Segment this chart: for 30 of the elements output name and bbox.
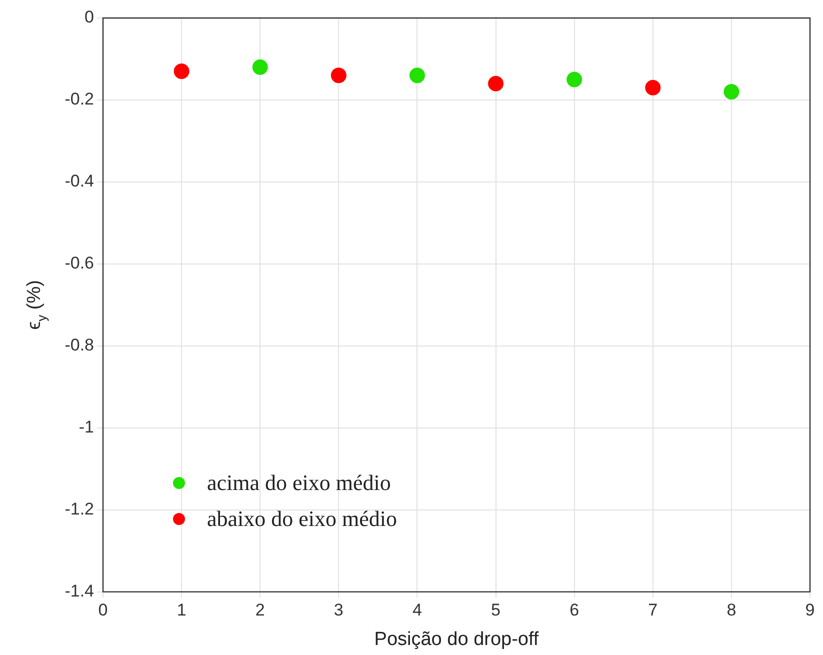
legend-label: abaixo do eixo médio (207, 506, 398, 532)
point (409, 68, 425, 84)
y-tick-label: -1.2 (64, 500, 94, 519)
point (566, 72, 582, 88)
x-tick-label: 4 (412, 600, 422, 620)
point (174, 64, 190, 80)
point (488, 76, 504, 92)
point (252, 59, 268, 75)
x-tick-label: 8 (726, 600, 736, 620)
x-tick-label: 0 (98, 600, 108, 620)
point (330, 68, 346, 84)
y-tick-label: -0.8 (64, 336, 94, 355)
x-tick-label: 6 (570, 600, 580, 620)
x-axis-title: Posição do drop-off (374, 628, 540, 650)
y-tick-label: 0 (84, 8, 94, 27)
y-tick-label: -1 (78, 418, 94, 437)
x-tick-label: 2 (255, 600, 265, 620)
y-tick-label: -1.4 (64, 581, 94, 600)
x-tick-label: 1 (176, 600, 186, 620)
y-tick-label: -0.4 (64, 172, 94, 191)
x-tick-label: 5 (491, 600, 501, 620)
legend-label: acima do eixo médio (207, 470, 391, 496)
point (724, 84, 740, 100)
y-tick-label: -0.2 (64, 90, 94, 109)
y-tick-label: -0.6 (64, 254, 94, 273)
point (645, 80, 661, 96)
y-axis-title: ϵy (%) (24, 280, 49, 330)
x-tick-label: 7 (648, 600, 658, 620)
x-tick-label: 9 (805, 600, 815, 620)
x-tick-label: 3 (334, 600, 344, 620)
